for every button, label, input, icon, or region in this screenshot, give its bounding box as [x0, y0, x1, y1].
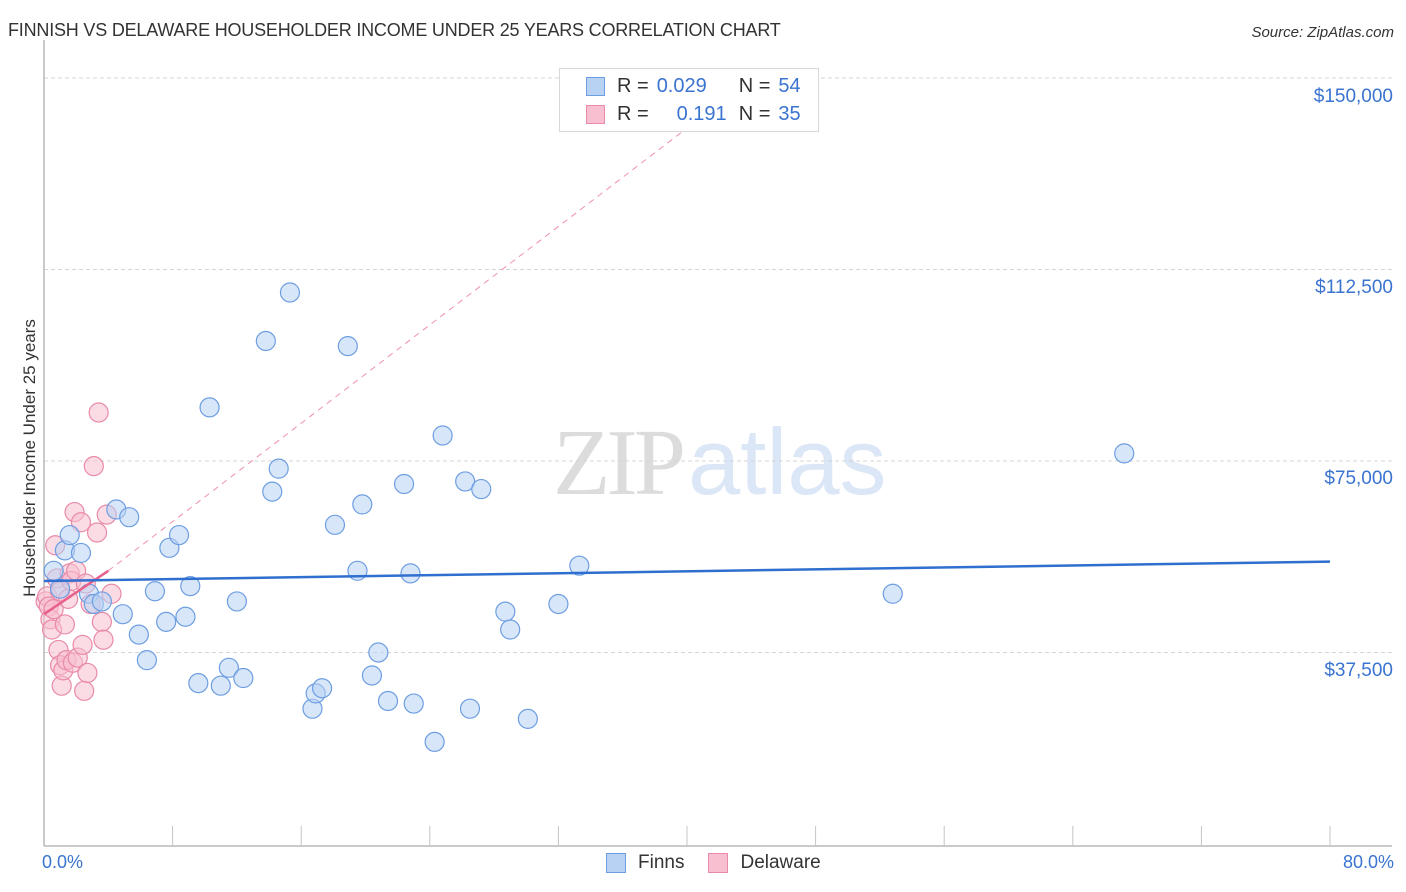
finns-data-point[interactable] [569, 555, 590, 576]
delaware-trend-extension [107, 103, 720, 572]
finns-data-point[interactable] [136, 650, 157, 671]
finns-data-point[interactable] [128, 624, 149, 645]
finns-data-point[interactable] [175, 606, 196, 627]
finns-data-point[interactable] [218, 657, 239, 678]
trend-lines [43, 103, 1331, 616]
finns-data-point[interactable] [352, 494, 373, 515]
finns-r-label: R = [617, 74, 649, 97]
delaware-data-point[interactable] [74, 680, 95, 701]
finns-data-point[interactable] [377, 690, 399, 712]
legend-item-delaware[interactable]: Delaware [708, 852, 821, 874]
delaware-n-value: 35 [778, 102, 801, 125]
finns-data-point[interactable] [517, 708, 538, 729]
finns-points [43, 282, 1135, 752]
zipatlas-watermark: ZIPatlas [553, 408, 887, 517]
finns-data-point[interactable] [119, 507, 140, 528]
delaware-data-point[interactable] [83, 456, 104, 477]
source-label: Source: ZipAtlas.com [1251, 24, 1394, 41]
finns-data-point[interactable] [262, 481, 283, 502]
finns-data-point[interactable] [70, 542, 92, 564]
finns-data-point[interactable] [233, 667, 254, 689]
finns-data-point[interactable] [255, 330, 276, 352]
delaware-legend-swatch-icon [708, 853, 729, 873]
finns-swatch-icon [586, 76, 605, 96]
finns-data-point[interactable] [112, 604, 133, 625]
gridlines [44, 77, 1392, 653]
delaware-swatch-icon [586, 104, 605, 124]
finns-data-point[interactable] [459, 698, 481, 719]
finns-data-point[interactable] [188, 673, 209, 694]
delaware-data-point[interactable] [54, 614, 75, 635]
delaware-legend-label: Delaware [740, 852, 821, 873]
finns-data-point[interactable] [1114, 443, 1135, 464]
finns-r-value: 0.029 [656, 74, 707, 97]
finns-data-point[interactable] [156, 611, 177, 632]
legend-item-finns[interactable]: Finns [606, 852, 684, 874]
finns-data-point[interactable] [199, 397, 220, 418]
y-tick-150000: $150,000 [1313, 86, 1393, 107]
finns-data-point[interactable] [144, 581, 166, 602]
finns-data-point[interactable] [324, 514, 346, 535]
finns-data-point[interactable] [91, 591, 112, 612]
series-legend: Finns Delaware [606, 852, 845, 874]
finns-data-point[interactable] [226, 591, 247, 612]
finns-data-point[interactable] [268, 458, 289, 479]
finns-data-point[interactable] [471, 478, 492, 500]
y-tick-112500: $112,500 [1315, 277, 1393, 298]
finns-data-point[interactable] [180, 576, 201, 597]
finns-data-point[interactable] [393, 473, 415, 495]
finns-legend-label: Finns [638, 852, 685, 873]
correlation-legend: R = 0.029 N = 54 R = 0.191 N = 35 [559, 68, 819, 132]
delaware-data-point[interactable] [93, 629, 114, 650]
delaware-data-point[interactable] [86, 522, 108, 543]
finns-data-point[interactable] [311, 678, 333, 699]
delaware-n-label: N = [738, 102, 771, 125]
finns-data-point[interactable] [279, 282, 301, 303]
finns-data-point[interactable] [168, 524, 190, 546]
delaware-data-point[interactable] [77, 662, 98, 684]
finns-data-point[interactable] [424, 731, 445, 752]
delaware-r-label: R = [617, 102, 649, 125]
y-axis-label: Householder Income Under 25 years [20, 319, 39, 597]
legend-row-finns: R = 0.029 N = 54 [586, 73, 801, 99]
finns-data-point[interactable] [400, 563, 421, 584]
finns-data-point[interactable] [361, 665, 383, 686]
finns-data-point[interactable] [882, 583, 903, 604]
delaware-data-point[interactable] [88, 402, 109, 423]
delaware-data-point[interactable] [72, 634, 93, 655]
y-tick-75000: $75,000 [1324, 468, 1393, 489]
finns-n-value: 54 [778, 74, 801, 97]
finns-data-point[interactable] [548, 593, 569, 615]
finns-data-point[interactable] [368, 642, 389, 663]
finns-data-point[interactable] [59, 524, 80, 546]
delaware-r-value: 0.191 [676, 102, 727, 125]
finns-data-point[interactable] [49, 578, 71, 599]
delaware-data-point[interactable] [91, 611, 112, 632]
finns-trend-line [43, 560, 1331, 583]
finns-data-point[interactable] [337, 336, 358, 357]
chart-title: FINNISH VS DELAWARE HOUSEHOLDER INCOME U… [8, 20, 781, 40]
axes [43, 40, 1392, 847]
finns-legend-swatch-icon [606, 853, 626, 873]
delaware-trend-line [43, 569, 109, 616]
finns-data-point[interactable] [432, 425, 453, 446]
x-tick-min: 0.0% [42, 852, 84, 872]
x-tick-max: 80.0% [1342, 852, 1394, 872]
watermark-zip: ZIP [553, 411, 686, 515]
finns-data-point[interactable] [500, 619, 521, 640]
legend-row-delaware: R = 0.191 N = 35 [586, 101, 801, 127]
delaware-data-point[interactable] [70, 512, 92, 533]
finns-data-point[interactable] [403, 693, 424, 714]
finns-n-label: N = [738, 74, 771, 97]
y-tick-37500: $37,500 [1324, 660, 1393, 681]
finns-data-point[interactable] [210, 675, 231, 696]
finns-data-point[interactable] [495, 601, 516, 622]
finns-data-point[interactable] [43, 560, 64, 581]
